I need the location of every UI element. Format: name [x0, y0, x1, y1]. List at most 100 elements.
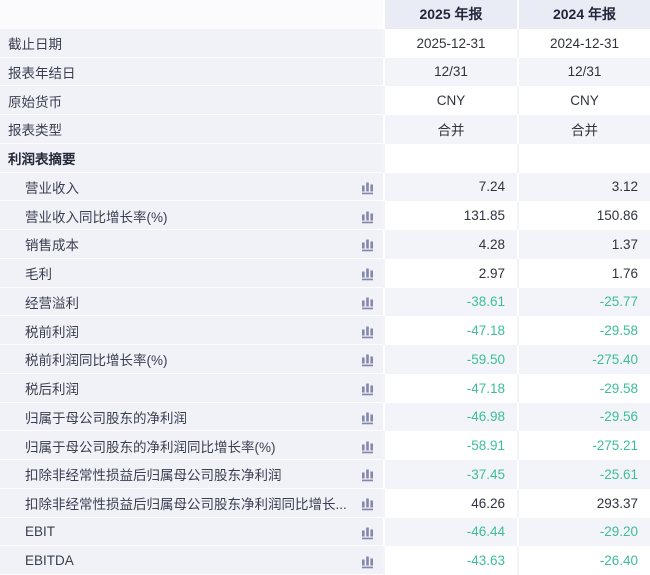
bar-chart-icon[interactable] [360, 236, 376, 252]
table-row: 原始货币 CNY CNY [0, 86, 650, 115]
row-label-cell: 归属于母公司股东的净利润同比增长率(%) [0, 431, 383, 460]
value-2024: -29.20 [517, 517, 650, 547]
table-row: EBITDA -43.63 -26.40 [0, 546, 650, 575]
table-header-row: 2025 年报 2024 年报 [0, 0, 650, 29]
value-2025 [383, 143, 517, 173]
value-2025: -47.18 [383, 373, 517, 403]
row-label: 截止日期 [8, 37, 62, 53]
bar-chart-icon[interactable] [360, 179, 376, 195]
bar-chart-icon[interactable] [360, 380, 376, 396]
bar-chart-icon[interactable] [360, 438, 376, 454]
bar-chart-icon[interactable] [360, 208, 376, 224]
row-label: 经营溢利 [25, 295, 79, 311]
bar-chart-icon[interactable] [360, 466, 376, 482]
row-label-cell: EBITDA [0, 546, 383, 575]
value-2024: -26.40 [517, 546, 650, 575]
value-2025: 12/31 [383, 57, 517, 87]
value-2024: 12/31 [517, 57, 650, 87]
value-2025: -47.18 [383, 316, 517, 345]
value-2024: -29.56 [517, 402, 650, 432]
table-row: 营业收入同比增长率(%) 131.85 150.86 [0, 201, 650, 230]
row-label: 税前利润同比增长率(%) [25, 353, 168, 369]
table-row: 利润表摘要 [0, 143, 650, 173]
value-2025: 合并 [383, 115, 517, 144]
table-row: 归属于母公司股东的净利润同比增长率(%) -58.91 -275.21 [0, 431, 650, 460]
row-label-cell: 销售成本 [0, 230, 383, 259]
row-label-cell: 截止日期 [0, 28, 383, 58]
value-2025: -59.50 [383, 345, 517, 374]
bar-chart-icon[interactable] [360, 294, 376, 310]
row-label-cell: 原始货币 [0, 86, 383, 115]
table-row: 营业收入 7.24 3.12 [0, 172, 650, 202]
row-label: 利润表摘要 [8, 152, 76, 168]
row-label-cell: 营业收入同比增长率(%) [0, 201, 383, 230]
value-2024 [517, 143, 650, 173]
value-2024: -25.77 [517, 287, 650, 317]
value-2025: -46.44 [383, 517, 517, 547]
row-label-cell: 税后利润 [0, 373, 383, 403]
table-row: 扣除非经常性损益后归属母公司股东净利润同比增长... 46.26 293.37 [0, 488, 650, 518]
row-label-cell: 税前利润同比增长率(%) [0, 345, 383, 374]
row-label-cell: 归属于母公司股东的净利润 [0, 402, 383, 432]
row-label: 毛利 [25, 267, 52, 283]
row-label-cell: 扣除非经常性损益后归属母公司股东净利润同比增长... [0, 488, 383, 518]
value-2025: 46.26 [383, 488, 517, 518]
table-row: 报表类型 合并 合并 [0, 115, 650, 144]
bar-chart-icon[interactable] [360, 495, 376, 511]
value-2024: 2024-12-31 [517, 28, 650, 58]
row-label-cell: 税前利润 [0, 316, 383, 345]
row-label-cell: EBIT [0, 517, 383, 547]
table-body: 截止日期 2025-12-31 2024-12-31 报表年结日 [0, 28, 650, 575]
row-label-cell: 经营溢利 [0, 287, 383, 317]
table-row: 归属于母公司股东的净利润 -46.98 -29.56 [0, 402, 650, 432]
row-label: 营业收入 [25, 180, 79, 196]
row-label-cell: 毛利 [0, 258, 383, 288]
value-2025: -58.91 [383, 431, 517, 460]
value-2024: 3.12 [517, 172, 650, 202]
value-2025: -37.45 [383, 460, 517, 489]
row-label: EBIT [25, 524, 56, 540]
table-row: 毛利 2.97 1.76 [0, 258, 650, 288]
value-2025: -43.63 [383, 546, 517, 575]
table-row: 销售成本 4.28 1.37 [0, 230, 650, 259]
bar-chart-icon[interactable] [360, 265, 376, 281]
table-row: 截止日期 2025-12-31 2024-12-31 [0, 28, 650, 58]
value-2024: 1.37 [517, 230, 650, 259]
value-2024: 1.76 [517, 258, 650, 288]
table-row: 税前利润同比增长率(%) -59.50 -275.40 [0, 345, 650, 374]
table-row: 经营溢利 -38.61 -25.77 [0, 287, 650, 317]
value-2024: -275.40 [517, 345, 650, 374]
row-label: EBITDA [25, 553, 74, 569]
row-label: 归属于母公司股东的净利润同比增长率(%) [25, 439, 276, 455]
header-label-cell [0, 0, 383, 29]
row-label: 税后利润 [25, 382, 79, 398]
table-row: 税前利润 -47.18 -29.58 [0, 316, 650, 345]
value-2024: -275.21 [517, 431, 650, 460]
row-label-cell: 报表年结日 [0, 57, 383, 87]
bar-chart-icon[interactable] [360, 351, 376, 367]
value-2024: CNY [517, 86, 650, 115]
table-row: 扣除非经常性损益后归属母公司股东净利润 -37.45 -25.61 [0, 460, 650, 489]
value-2025: -38.61 [383, 287, 517, 317]
row-label: 扣除非经常性损益后归属母公司股东净利润同比增长... [25, 497, 347, 513]
row-label: 原始货币 [8, 94, 62, 110]
row-label: 扣除非经常性损益后归属母公司股东净利润 [25, 468, 282, 484]
row-label: 营业收入同比增长率(%) [25, 209, 168, 225]
bar-chart-icon[interactable] [360, 409, 376, 425]
bar-chart-icon[interactable] [360, 323, 376, 339]
table-row: 税后利润 -47.18 -29.58 [0, 373, 650, 403]
value-2024: 150.86 [517, 201, 650, 230]
bar-chart-icon[interactable] [360, 524, 376, 540]
value-2025: 7.24 [383, 172, 517, 202]
row-label: 归属于母公司股东的净利润 [25, 410, 187, 426]
value-2024: 293.37 [517, 488, 650, 518]
bar-chart-icon[interactable] [360, 553, 376, 569]
value-2024: -29.58 [517, 316, 650, 345]
table-row: 报表年结日 12/31 12/31 [0, 57, 650, 87]
value-2024: -25.61 [517, 460, 650, 489]
value-2025: 131.85 [383, 201, 517, 230]
table-row: EBIT -46.44 -29.20 [0, 517, 650, 547]
value-2024: 合并 [517, 115, 650, 144]
row-label: 报表类型 [8, 123, 62, 139]
